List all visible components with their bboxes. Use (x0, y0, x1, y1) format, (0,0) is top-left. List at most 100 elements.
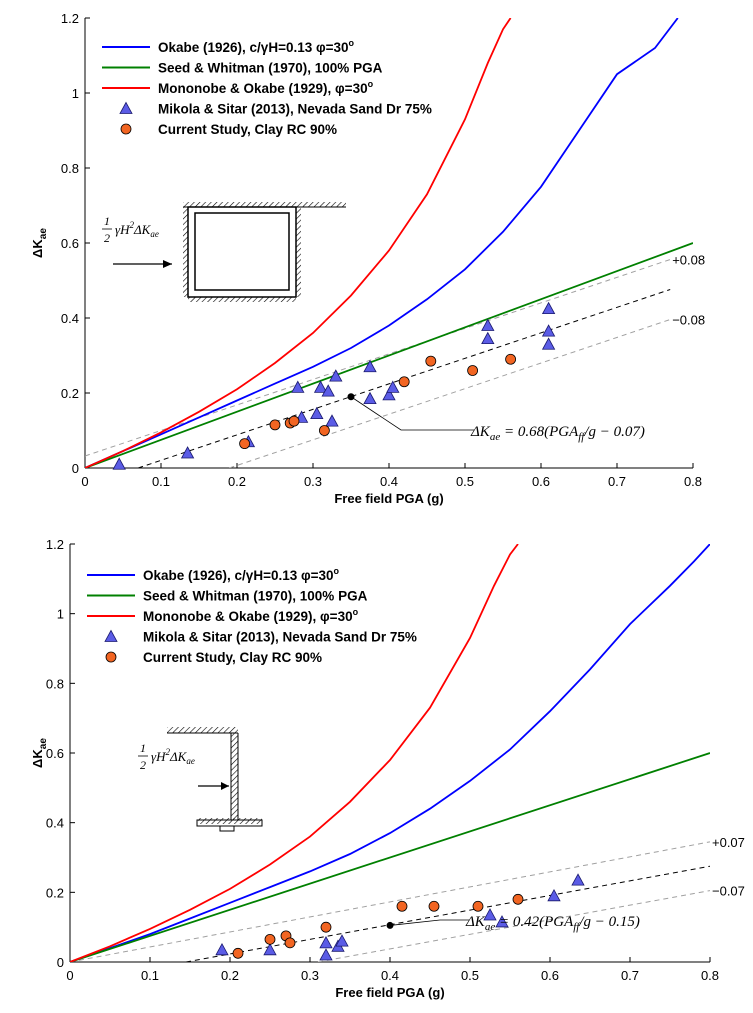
x-tick-label: 0.3 (301, 968, 319, 983)
x-tick-label: 0.4 (381, 968, 399, 983)
data-point-triangle (571, 873, 585, 886)
y-tick-label: 0.2 (61, 386, 79, 401)
plot-content (70, 544, 710, 962)
legend-label: Okabe (1926), c/γH=0.13 φ=30o (143, 566, 340, 583)
data-point-triangle (541, 301, 556, 315)
x-tick-label: 0.1 (152, 474, 170, 489)
x-tick-label: 0.5 (461, 968, 479, 983)
data-point-circle (472, 900, 484, 912)
data-point-circle (428, 900, 440, 912)
data-point-triangle (313, 380, 328, 393)
data-point-circle (318, 425, 330, 436)
data-point-triangle (325, 414, 339, 427)
diagram2-fraction-den: 2 (140, 758, 146, 772)
diagram-expr-sup: 2 (130, 220, 135, 230)
x-tick-label: 0.1 (141, 968, 159, 983)
band-label: +0.07 (712, 835, 745, 850)
fit-line-upper (85, 259, 671, 457)
equation-leader (350, 396, 474, 431)
series-line-1 (85, 242, 693, 468)
data-point-circle (288, 415, 300, 427)
y-tick-label: 0.2 (46, 885, 64, 900)
legend-label: Seed & Whitman (1970), 100% PGA (158, 61, 383, 76)
data-point-triangle (335, 934, 349, 947)
svg-text:γH2ΔKae: γH2ΔKae (115, 220, 159, 239)
legend-swatch-circle (120, 123, 132, 135)
x-axis-label: Free field PGA (g) (334, 491, 443, 506)
band-label: −0.07 (712, 884, 745, 899)
equation-leader (389, 919, 469, 926)
x-tick-label: 0.3 (304, 474, 322, 489)
y-tick-label: 0.6 (61, 236, 79, 251)
plot-content (85, 18, 693, 468)
data-point-triangle (481, 331, 495, 345)
data-point-circle (320, 921, 332, 933)
series-line-2 (70, 544, 519, 962)
y-axis-label: ΔKae (30, 228, 49, 258)
data-point-circle (505, 353, 517, 365)
data-point-triangle (483, 908, 497, 921)
data-point-triangle (386, 380, 400, 393)
y-tick-label: 0 (57, 955, 64, 970)
data-point-triangle (112, 457, 126, 470)
series-line-1 (70, 752, 710, 962)
x-tick-label: 0.2 (221, 968, 239, 983)
data-point-triangle (382, 388, 396, 401)
chart-bottom: 0 0.1 0.2 0.3 0.4 0.5 0.6 0.7 0.800.20.40.60.811… (30, 537, 745, 1000)
y-tick-label: 0.6 (46, 746, 64, 761)
y-tick-label: 1 (72, 86, 79, 101)
legend-label: Okabe (1926), c/γH=0.13 φ=30o (158, 38, 355, 55)
data-point-circle (264, 933, 276, 945)
data-point-triangle (481, 318, 495, 331)
legend-label: Mikola & Sitar (2013), Nevada Sand Dr 75… (158, 102, 432, 117)
x-tick-label: 0.5 (456, 474, 474, 489)
legend-swatch-triangle (104, 629, 118, 642)
data-point-triangle (363, 391, 377, 405)
data-point-triangle (291, 380, 305, 393)
data-point-triangle (319, 936, 333, 949)
data-point-triangle (310, 406, 324, 420)
series-line-2 (85, 18, 512, 468)
data-point-triangle (329, 369, 343, 382)
retaining-wall-diagram: 1 2 γH2ΔKae (138, 727, 263, 832)
series-line-0 (70, 544, 710, 962)
data-point-circle (398, 376, 410, 388)
data-point-circle (284, 937, 296, 949)
x-tick-label: 0.2 (228, 474, 246, 489)
legend-swatch-triangle (119, 101, 133, 114)
diagram2-expr2: ΔK (169, 749, 188, 764)
fit-line-lower (317, 890, 710, 962)
y-tick-label: 0.4 (46, 816, 64, 831)
band-label: +0.08 (672, 253, 705, 268)
x-axis-label: Free field PGA (g) (335, 985, 444, 1000)
diagram-fraction-num: 1 (104, 214, 110, 228)
data-point-circle (425, 355, 437, 367)
diagram-expr: γH (115, 222, 130, 237)
fit-line-upper (70, 841, 710, 962)
fit-line-lower (229, 319, 671, 468)
data-point-circle (232, 947, 244, 959)
legend-label: Current Study, Clay RC 90% (158, 122, 337, 137)
data-point-triangle (319, 948, 333, 961)
box-structure-diagram: 1 2 γH2ΔKae (102, 202, 346, 302)
data-point-triangle (263, 942, 277, 956)
legend-label: Current Study, Clay RC 90% (143, 650, 322, 665)
data-point-triangle (321, 384, 335, 397)
x-tick-label: 0.6 (532, 474, 550, 489)
data-point-triangle (541, 337, 556, 350)
x-tick-label: 0 (66, 968, 73, 983)
x-tick-label: 0 (81, 474, 88, 489)
diagram-expr2-sub: ae (150, 229, 159, 239)
data-point-triangle (215, 942, 229, 956)
y-tick-label: 0.8 (46, 676, 64, 691)
plot-area-top: 0 0.1 0.2 0.3 0.4 0.5 0.6 0.7 0.800.20.40.60.811… (30, 11, 705, 506)
diagram2-expr2-sub: ae (186, 756, 195, 766)
fit-line-fit (185, 865, 710, 962)
diagram-fraction-den: 2 (104, 231, 110, 245)
legend-swatch-circle (105, 651, 117, 663)
y-tick-label: 0 (72, 461, 79, 476)
x-tick-label: 0.4 (380, 474, 398, 489)
legend: Okabe (1926), c/γH=0.13 φ=30o Seed & Whit… (87, 566, 417, 665)
x-tick-label: 0.7 (608, 474, 626, 489)
equation-text: ΔKae = 0.42(PGAff/g − 0.15) (465, 914, 640, 933)
